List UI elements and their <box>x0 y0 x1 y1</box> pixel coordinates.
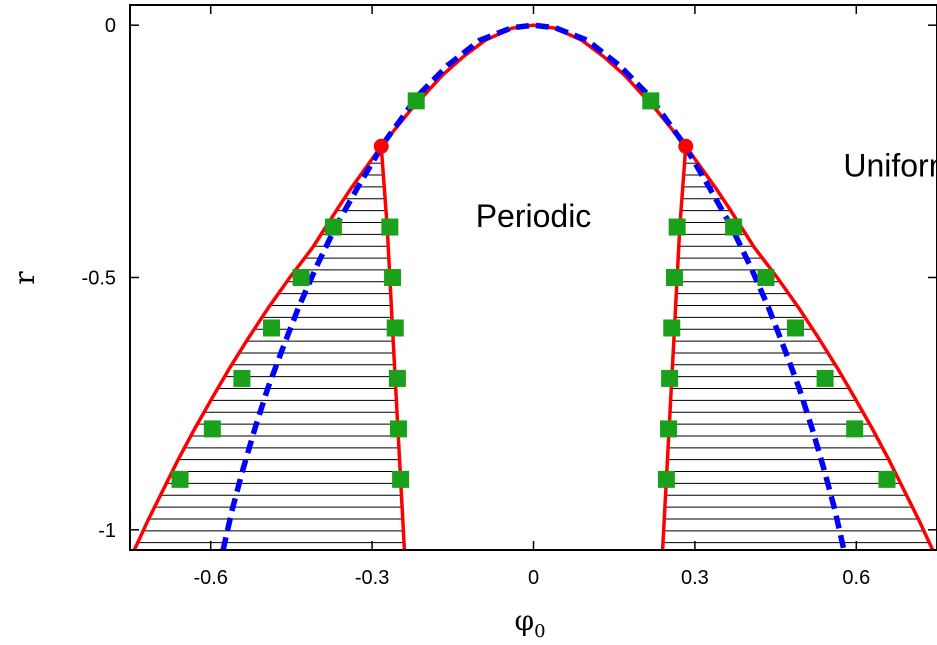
data-point-square <box>388 369 406 387</box>
x-tick-label: -0.6 <box>193 567 227 589</box>
data-markers <box>171 92 896 488</box>
data-point-square <box>262 319 280 337</box>
tie-lines <box>137 150 930 544</box>
data-point-square <box>324 218 342 236</box>
annotation-uniform: Uniform <box>843 148 937 184</box>
x-tick-label: 0.3 <box>681 567 709 589</box>
data-point-square <box>846 420 864 438</box>
critical-point <box>678 138 694 154</box>
data-point-square <box>668 218 686 236</box>
data-point-square <box>233 369 251 387</box>
annotation-periodic: Periodic <box>476 198 592 234</box>
data-point-square <box>657 470 675 488</box>
data-point-square <box>386 319 404 337</box>
x-axis-symbol: φ <box>514 604 534 637</box>
data-point-square <box>171 470 189 488</box>
data-point-square <box>787 319 805 337</box>
coexistence-curve <box>132 23 935 550</box>
data-point-square <box>665 269 683 286</box>
data-point-square <box>725 218 743 236</box>
data-point-square <box>663 319 681 337</box>
data-point-square <box>384 269 402 286</box>
critical-point <box>373 138 389 154</box>
y-tick-label: 0 <box>105 15 116 37</box>
y-axis-title: r <box>8 271 41 285</box>
y-tick-label: -0.5 <box>82 268 116 290</box>
data-point-square <box>392 470 410 488</box>
plot-frame <box>129 4 937 551</box>
data-point-square <box>661 369 679 387</box>
data-point-square <box>816 369 834 387</box>
data-point-square <box>203 420 221 438</box>
x-tick-label: 0 <box>528 567 539 589</box>
x-tick-label: 0.6 <box>842 567 870 589</box>
axis-ticks: -0.6 -0.3 0 0.3 0.6 0 -0.5 -1 <box>82 5 937 589</box>
data-point-square <box>292 269 310 286</box>
x-axis-title: φ0 <box>514 604 545 642</box>
inner-boundary-line <box>660 146 688 550</box>
data-point-square <box>660 420 678 438</box>
data-point-square <box>757 269 775 286</box>
spinodal-curve <box>220 22 847 550</box>
data-point-square <box>878 470 896 488</box>
x-tick-label: -0.3 <box>355 567 389 589</box>
data-point-square <box>642 92 660 110</box>
x-axis-subscript: 0 <box>534 621 545 642</box>
data-point-square <box>381 218 399 236</box>
data-point-square <box>407 92 425 110</box>
y-tick-label: -1 <box>98 520 116 542</box>
inner-boundary-line <box>379 146 407 550</box>
data-point-square <box>389 420 407 438</box>
